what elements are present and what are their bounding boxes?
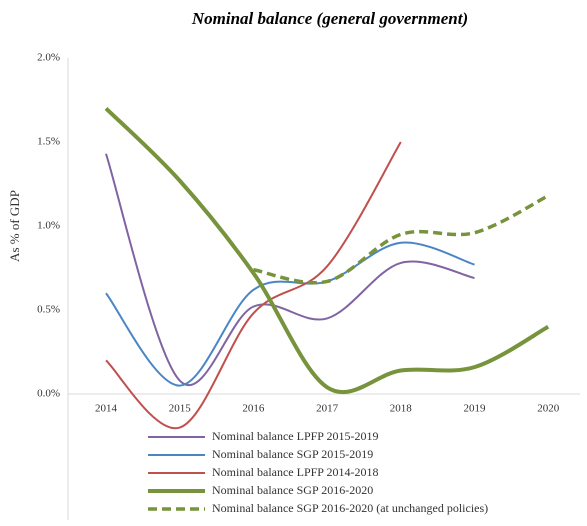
legend-label: Nominal balance SGP 2016-2020 (at unchan… <box>212 501 488 515</box>
y-tick-label: 0.0% <box>37 388 60 400</box>
y-tick-label: 1.5% <box>37 136 60 148</box>
legend-label: Nominal balance SGP 2016-2020 <box>212 483 373 497</box>
legend-label: Nominal balance LPFP 2014-2018 <box>212 465 379 479</box>
y-tick-label: 1.0% <box>37 220 60 232</box>
x-tick-label: 2016 <box>242 403 265 415</box>
x-tick-label: 2019 <box>464 403 487 415</box>
x-tick-label: 2020 <box>537 403 560 415</box>
legend-label: Nominal balance SGP 2015-2019 <box>212 447 373 461</box>
x-tick-label: 2018 <box>390 403 413 415</box>
x-tick-label: 2014 <box>95 403 118 415</box>
x-tick-label: 2015 <box>169 403 192 415</box>
series-line <box>105 153 475 386</box>
y-axis-label: As % of GDP <box>7 190 22 262</box>
series-line <box>105 141 402 430</box>
y-tick-label: 2.0% <box>37 52 60 64</box>
legend-label: Nominal balance LPFP 2015-2019 <box>212 429 379 443</box>
series-line <box>105 241 475 387</box>
series-line <box>104 106 550 395</box>
x-tick-label: 2017 <box>316 403 339 415</box>
y-tick-label: 0.5% <box>37 304 60 316</box>
chart-title: Nominal balance (general government) <box>191 9 468 28</box>
series-line <box>253 194 549 285</box>
